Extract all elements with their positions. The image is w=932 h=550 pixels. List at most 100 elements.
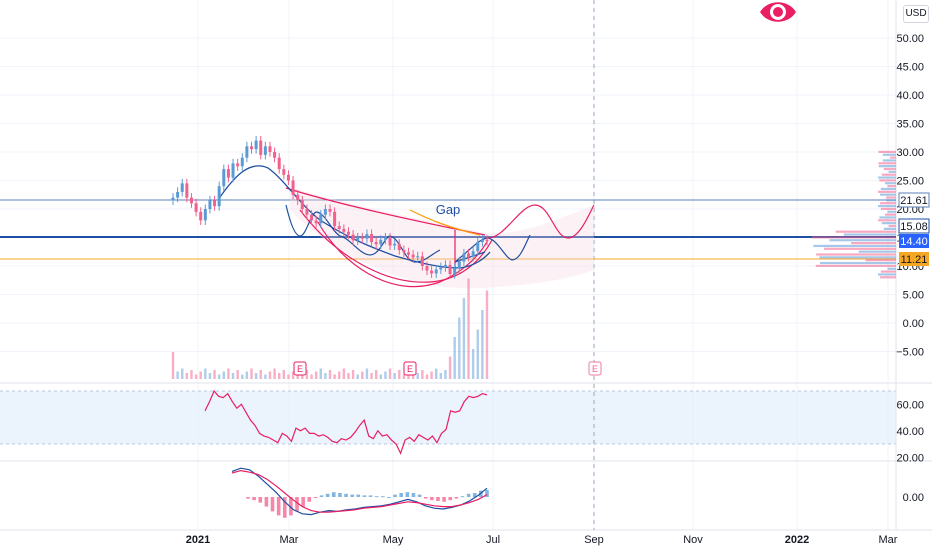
volume-bar xyxy=(245,371,249,379)
candle-body xyxy=(439,267,443,270)
volume-bar xyxy=(448,356,452,379)
macd-hist-bar xyxy=(276,497,281,516)
volume-bar xyxy=(402,374,406,379)
macd-hist-bar xyxy=(289,497,293,516)
candle-body xyxy=(485,239,489,241)
rsi-tick-label: 60.00 xyxy=(896,399,924,411)
candle-body xyxy=(185,183,189,198)
candle-body xyxy=(222,169,226,187)
price-tick-label: 50.00 xyxy=(896,33,924,45)
volume-bar xyxy=(287,374,290,379)
volume-profile-bar xyxy=(886,196,896,199)
candle-body xyxy=(411,254,415,258)
candle-body xyxy=(189,197,193,204)
macd-hist-bar xyxy=(362,495,367,497)
candle-body xyxy=(199,211,203,221)
candle-body xyxy=(397,243,401,251)
candle-body xyxy=(282,169,286,175)
candle-body xyxy=(448,264,452,274)
volume-bar xyxy=(458,317,461,379)
volume-bar xyxy=(374,370,378,379)
candle-body xyxy=(346,231,350,235)
volume-bar xyxy=(259,370,262,379)
macd-hist-bar xyxy=(252,497,256,501)
candle-body xyxy=(480,239,484,243)
macd-hist-bar xyxy=(374,496,379,498)
volume-bar xyxy=(278,373,281,379)
volume-profile-bar xyxy=(884,182,896,185)
price-candles xyxy=(171,136,489,279)
volume-profile-bar xyxy=(884,213,896,216)
volume-profile-bar xyxy=(878,150,896,153)
volume-profile-bar xyxy=(881,173,896,176)
volume-bar xyxy=(370,373,373,379)
earnings-marker[interactable]: E xyxy=(588,361,602,376)
volume-profile-bar xyxy=(824,247,896,250)
volume-profile-bar xyxy=(888,170,896,173)
breakout-line xyxy=(454,251,486,263)
price-tick-label: 35.00 xyxy=(896,119,924,131)
volume-bar xyxy=(421,370,424,379)
volume-bar xyxy=(185,373,189,379)
volume-profile-bar xyxy=(887,210,896,213)
currency-badge[interactable]: USD xyxy=(903,5,929,23)
volume-profile-bar xyxy=(883,167,896,171)
gap-annotation: Gap xyxy=(436,202,461,217)
volume-bar xyxy=(264,374,267,379)
cup-inner-arc xyxy=(317,221,489,288)
volume-bar xyxy=(384,371,387,379)
time-tick-label: Jul xyxy=(486,534,500,546)
volume-profile-bar xyxy=(879,216,896,219)
macd-hist-bar xyxy=(485,489,489,497)
volume-profile-bar xyxy=(878,273,896,276)
candle-body xyxy=(370,234,374,243)
volume-profile xyxy=(811,150,896,279)
svg-text:E: E xyxy=(297,364,303,374)
volume-bar xyxy=(393,373,396,379)
projection-arcs xyxy=(487,204,595,239)
price-tick-label: 30.00 xyxy=(896,147,924,159)
volume-profile-bar xyxy=(858,250,896,253)
earnings-marker[interactable]: E xyxy=(403,361,417,376)
candle-body xyxy=(356,237,360,241)
volume-bar xyxy=(365,368,369,379)
macd-hist-bar xyxy=(387,497,391,498)
macd-hist-bar xyxy=(405,492,410,497)
volume-profile-bar xyxy=(882,153,896,156)
pattern-drawings xyxy=(285,187,595,289)
macd-hist-bar xyxy=(282,497,287,518)
time-tick-label: May xyxy=(383,534,404,546)
orange-curve xyxy=(409,209,481,236)
candle-body xyxy=(425,266,429,271)
candle-body xyxy=(342,228,346,232)
macd-hist-bar xyxy=(393,494,397,497)
wave-left xyxy=(285,204,341,237)
time-tick-label: Sep xyxy=(584,534,604,546)
macd-hist-bar xyxy=(295,497,299,512)
candle-body xyxy=(245,146,249,158)
earnings-marker[interactable]: E xyxy=(293,361,307,376)
candle-body xyxy=(430,270,434,274)
volume-bar xyxy=(171,352,175,379)
macd-hist-bar xyxy=(472,493,477,497)
macd-hist-bar xyxy=(325,493,330,497)
candle-body xyxy=(176,191,180,198)
price-tag-last: 14.40 xyxy=(899,234,929,248)
volume-bar xyxy=(398,370,401,379)
channel-fill xyxy=(290,187,594,289)
macd-hist-bar xyxy=(264,497,269,507)
macd-line xyxy=(231,467,488,516)
volume-profile-bar xyxy=(880,187,896,191)
macd-hist-bar xyxy=(454,497,459,499)
macd-hist-bar xyxy=(246,497,250,499)
candle-body xyxy=(416,256,420,258)
candle-body xyxy=(194,203,198,212)
volume-profile-bar xyxy=(887,185,896,188)
volume-profile-bar xyxy=(811,236,896,239)
volume-bar xyxy=(301,373,304,379)
candle-body xyxy=(286,174,290,181)
signal-line xyxy=(231,469,488,513)
price-tag-neckline: 15.08 xyxy=(898,218,930,234)
candle-body xyxy=(328,209,332,212)
